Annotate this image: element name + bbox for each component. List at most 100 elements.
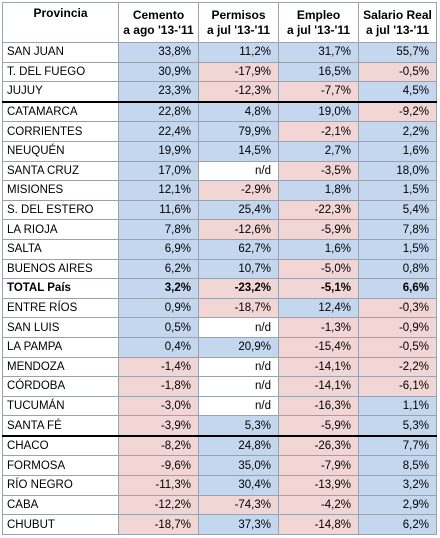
cemento-value-cell: -11,3% <box>118 475 199 496</box>
permisos-value-cell: 4,8% <box>198 100 279 123</box>
permisos-value-cell: 62,7% <box>198 238 279 260</box>
header-empleo-title: Empleo <box>296 7 341 22</box>
permisos-value-cell: n/d <box>198 317 279 338</box>
permisos-value-cell: 14,5% <box>198 140 279 162</box>
table-row: NEUQUÉN 19,9% 14,5% 2,7% 1,6% <box>2 140 437 162</box>
table-row: CATAMARCA 22,8% 4,8% 19,0% -9,2% <box>2 100 437 123</box>
header-row: Provincia Cemento a ago '13-'11 Permisos… <box>2 2 437 43</box>
empleo-value-cell: -15,4% <box>278 336 359 358</box>
cemento-value-cell: -3,0% <box>118 395 199 417</box>
salario-real-value-cell: 3,2% <box>358 475 437 496</box>
table-row: CORRIENTES 22,4% 79,9% -2,1% 2,2% <box>2 121 437 142</box>
header-provincia: Provincia <box>2 2 119 43</box>
permisos-value-cell: -12,3% <box>198 81 279 103</box>
permisos-value-cell: 37,3% <box>198 514 279 535</box>
cemento-value-cell: 7,8% <box>118 219 199 240</box>
province-name-cell: T. DEL FUEGO <box>2 61 119 83</box>
table-row: TOTAL País 3,2% -23,2% -5,1% 6,6% <box>2 278 437 299</box>
province-name-cell: MENDOZA <box>2 356 119 378</box>
table-row: S. DEL ESTERO 11,6% 25,4% -22,3% 5,4% <box>2 199 437 221</box>
permisos-value-cell: 20,9% <box>198 336 279 358</box>
province-name-cell: MISIONES <box>2 180 119 201</box>
header-salario-real-title: Salario Real <box>363 7 432 22</box>
permisos-value-cell: 10,7% <box>198 258 279 280</box>
cemento-value-cell: -9,6% <box>118 455 199 477</box>
salario-real-value-cell: 5,3% <box>358 415 437 437</box>
salario-real-value-cell: -0,5% <box>358 336 437 358</box>
cemento-value-cell: 3,2% <box>118 278 199 299</box>
province-name-cell: SANTA CRUZ <box>2 160 119 182</box>
province-name-cell: CÓRDOBA <box>2 376 119 397</box>
salario-real-value-cell: 6,2% <box>358 514 437 535</box>
cemento-value-cell: 6,2% <box>118 258 199 280</box>
table-row: SALTA 6,9% 62,7% 1,6% 1,5% <box>2 238 437 260</box>
empleo-value-cell: 12,4% <box>278 297 359 319</box>
table-row: MENDOZA -1,4% n/d -14,1% -2,2% <box>2 356 437 378</box>
empleo-value-cell: 19,0% <box>278 100 359 123</box>
table-row: CHUBUT -18,7% 37,3% -14,8% 6,2% <box>2 514 437 535</box>
empleo-value-cell: -4,2% <box>278 494 359 516</box>
province-name-cell: CHUBUT <box>2 514 119 535</box>
salario-real-value-cell: 8,5% <box>358 455 437 477</box>
header-permisos-period: a jul '13-'11 <box>206 22 271 37</box>
salario-real-value-cell: 7,8% <box>358 219 437 240</box>
header-cemento: Cemento a ago '13-'11 <box>118 2 199 43</box>
salario-real-value-cell: 1,5% <box>358 180 437 201</box>
header-salario-real-period: a jul '13-'11 <box>365 22 430 37</box>
permisos-value-cell: -17,9% <box>198 61 279 83</box>
table-row: JUJUY 23,3% -12,3% -7,7% 4,5% <box>2 81 437 103</box>
header-cemento-title: Cemento <box>132 7 185 22</box>
cemento-value-cell: -18,7% <box>118 514 199 535</box>
permisos-value-cell: n/d <box>198 376 279 397</box>
table-row: CHACO -8,2% 24,8% -26,3% 7,7% <box>2 434 437 457</box>
table-row: ENTRE RÍOS 0,9% -18,7% 12,4% -0,3% <box>2 297 437 319</box>
table-container: Provincia Cemento a ago '13-'11 Permisos… <box>2 2 437 535</box>
salario-real-value-cell: 1,5% <box>358 238 437 260</box>
table-row: SAN JUAN 33,8% 11,2% 31,7% 55,7% <box>2 42 437 63</box>
header-empleo-period: a jul '13-'11 <box>286 22 351 37</box>
cemento-value-cell: -1,4% <box>118 356 199 378</box>
empleo-value-cell: -3,5% <box>278 160 359 182</box>
table-row: SAN LUIS 0,5% n/d -1,3% -0,9% <box>2 317 437 338</box>
empleo-value-cell: -7,7% <box>278 81 359 103</box>
province-name-cell: JUJUY <box>2 81 119 103</box>
cemento-value-cell: -3,9% <box>118 415 199 437</box>
cemento-value-cell: 30,9% <box>118 61 199 83</box>
cemento-value-cell: 6,9% <box>118 238 199 260</box>
province-name-cell: CORRIENTES <box>2 121 119 142</box>
table-row: BUENOS AIRES 6,2% 10,7% -5,0% 0,8% <box>2 258 437 280</box>
province-name-cell: LA RIOJA <box>2 219 119 240</box>
header-permisos-title: Permisos <box>211 7 266 22</box>
empleo-value-cell: 31,7% <box>278 42 359 63</box>
cemento-value-cell: 11,6% <box>118 199 199 221</box>
permisos-value-cell: n/d <box>198 395 279 417</box>
province-name-cell: LA PAMPA <box>2 336 119 358</box>
province-name-cell: TUCUMÁN <box>2 395 119 417</box>
province-name-cell: CABA <box>2 494 119 516</box>
cemento-value-cell: 0,4% <box>118 336 199 358</box>
empleo-value-cell: 2,7% <box>278 140 359 162</box>
empleo-value-cell: -14,1% <box>278 376 359 397</box>
header-cemento-period: a ago '13-'11 <box>123 22 194 37</box>
empleo-value-cell: -5,0% <box>278 258 359 280</box>
salario-real-value-cell: 2,2% <box>358 121 437 142</box>
empleo-value-cell: -16,3% <box>278 395 359 417</box>
empleo-value-cell: -7,9% <box>278 455 359 477</box>
empleo-value-cell: 1,8% <box>278 180 359 201</box>
salario-real-value-cell: 55,7% <box>358 42 437 63</box>
empleo-value-cell: -13,9% <box>278 475 359 496</box>
province-name-cell: ENTRE RÍOS <box>2 297 119 319</box>
salario-real-value-cell: -6,1% <box>358 376 437 397</box>
empleo-value-cell: -2,1% <box>278 121 359 142</box>
province-name-cell: NEUQUÉN <box>2 140 119 162</box>
header-permisos: Permisos a jul '13-'11 <box>198 2 279 43</box>
salario-real-value-cell: 6,6% <box>358 278 437 299</box>
province-name-cell: FORMOSA <box>2 455 119 477</box>
permisos-value-cell: 35,0% <box>198 455 279 477</box>
empleo-value-cell: -5,9% <box>278 415 359 437</box>
cemento-value-cell: -8,2% <box>118 434 199 457</box>
salario-real-value-cell: 18,0% <box>358 160 437 182</box>
salario-real-value-cell: 0,8% <box>358 258 437 280</box>
empleo-value-cell: 16,5% <box>278 61 359 83</box>
cemento-value-cell: -1,8% <box>118 376 199 397</box>
